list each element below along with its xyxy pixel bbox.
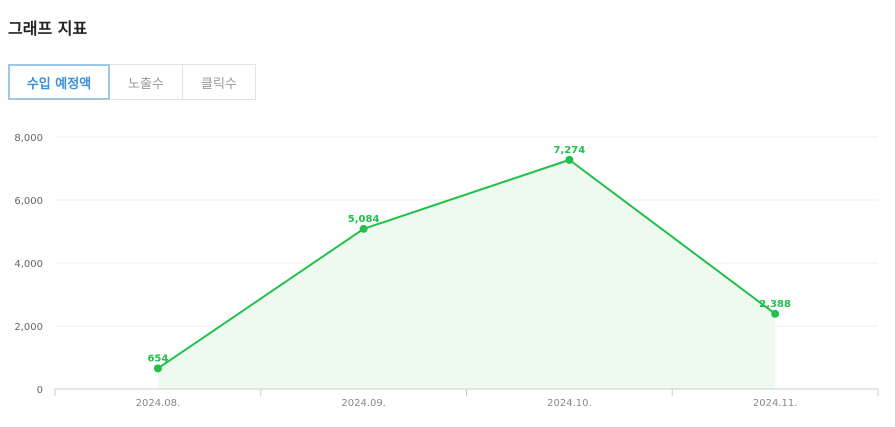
data-point [565, 155, 574, 164]
data-point [359, 224, 368, 233]
metric-tabs: 수입 예정액 노출수 클릭수 [8, 64, 256, 100]
x-tick-label: 2024.09. [341, 398, 386, 409]
x-tick-label: 2024.11. [753, 398, 798, 409]
series-line [157, 158, 776, 370]
data-label: 5,084 [348, 214, 380, 225]
y-tick-label: 4,000 [14, 259, 43, 270]
y-tick-label: 6,000 [14, 196, 43, 207]
line-chart: 0 2,000 4,000 6,000 8,000 2024.08. 2024.09. 202… [14, 133, 879, 409]
tab-impressions[interactable]: 노출수 [109, 64, 183, 100]
tab-clicks[interactable]: 클릭수 [182, 64, 256, 100]
data-label: 654 [147, 353, 168, 364]
data-label: 7,274 [554, 145, 586, 156]
series-area [157, 159, 776, 389]
tab-expected-revenue[interactable]: 수입 예정액 [8, 64, 110, 100]
data-label: 2,388 [759, 299, 791, 310]
y-tick-label: 0 [37, 385, 43, 396]
section-title: 그래프 지표 [8, 19, 88, 38]
y-tick-label: 2,000 [14, 322, 43, 333]
data-point [153, 364, 162, 373]
data-point [771, 309, 780, 318]
x-tick-label: 2024.10. [547, 398, 592, 409]
y-tick-label: 8,000 [14, 133, 43, 144]
x-tick-label: 2024.08. [136, 398, 181, 409]
